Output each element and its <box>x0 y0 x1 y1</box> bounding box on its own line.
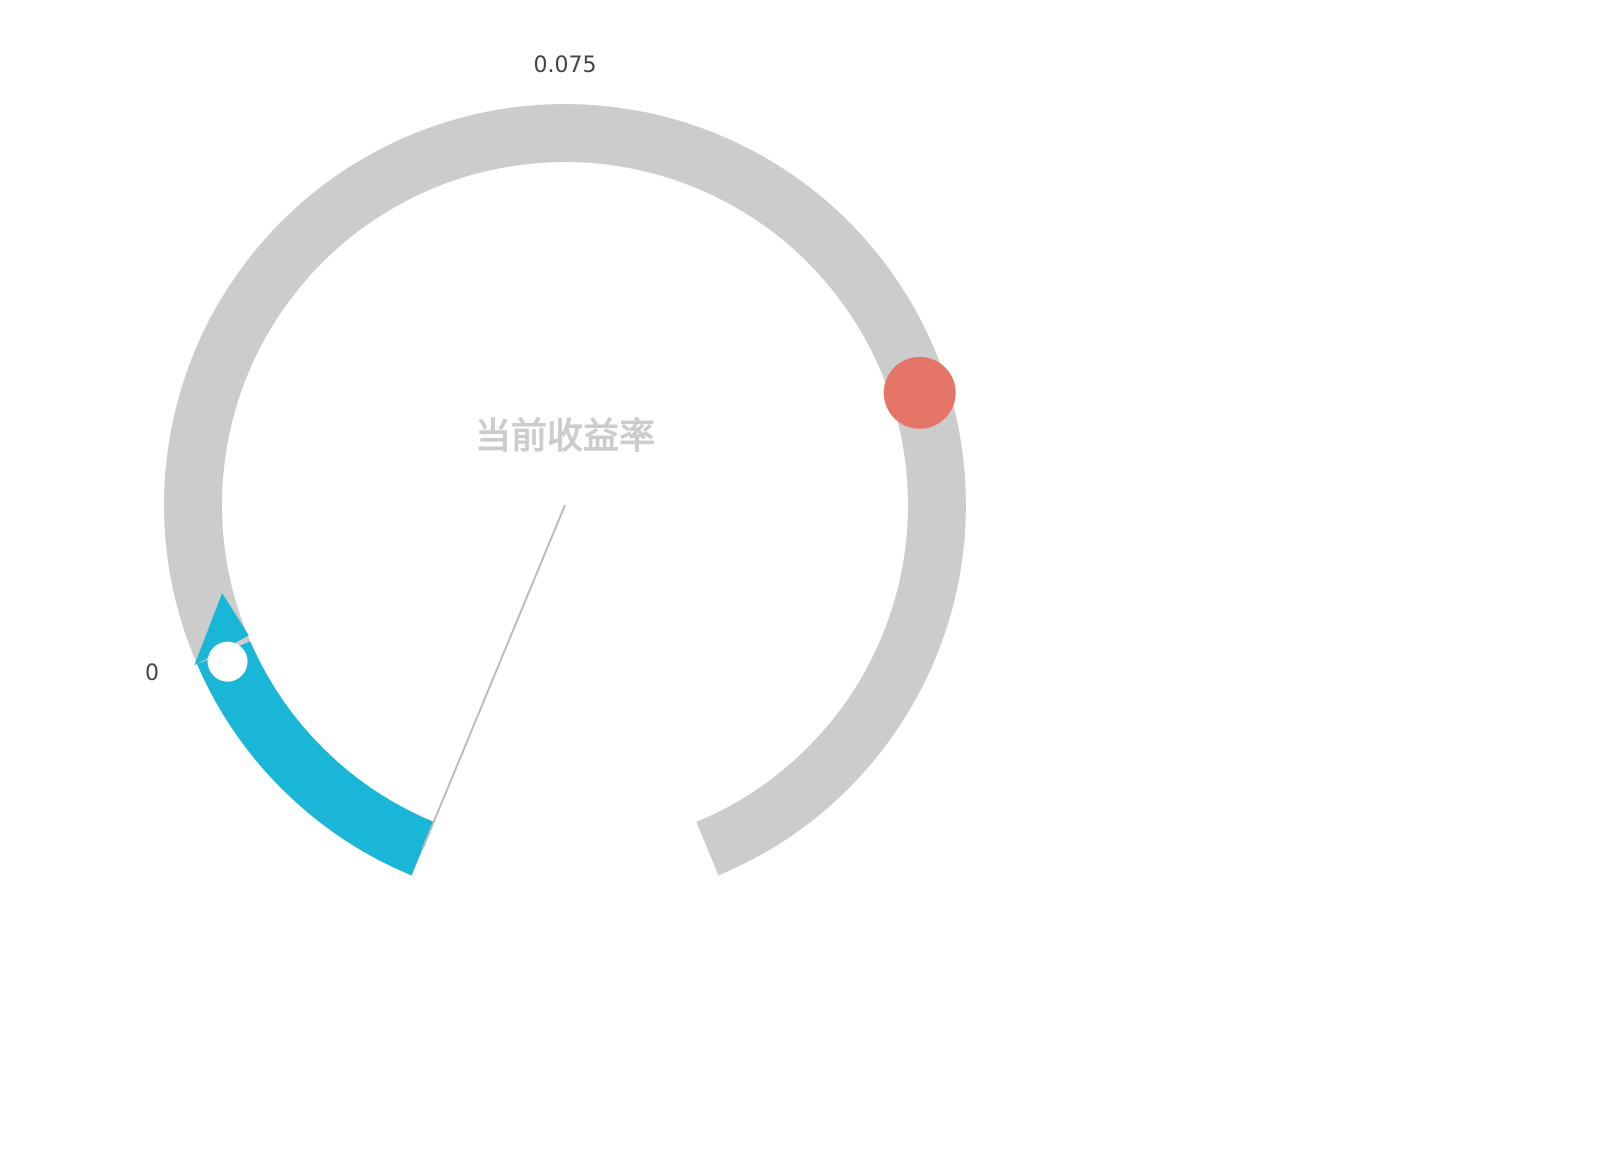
target-marker[interactable] <box>883 356 956 429</box>
gauge-needle <box>421 504 566 850</box>
gauge-title: 当前收益率 <box>475 416 655 457</box>
progress-knob[interactable] <box>207 641 248 682</box>
gauge-track-arc <box>164 104 966 876</box>
gauge-progress-arc <box>196 640 435 876</box>
tick-label-min: 0 <box>145 661 159 686</box>
progress-arrow-icon <box>194 593 249 666</box>
tick-label-mid: 0.075 <box>534 53 597 78</box>
